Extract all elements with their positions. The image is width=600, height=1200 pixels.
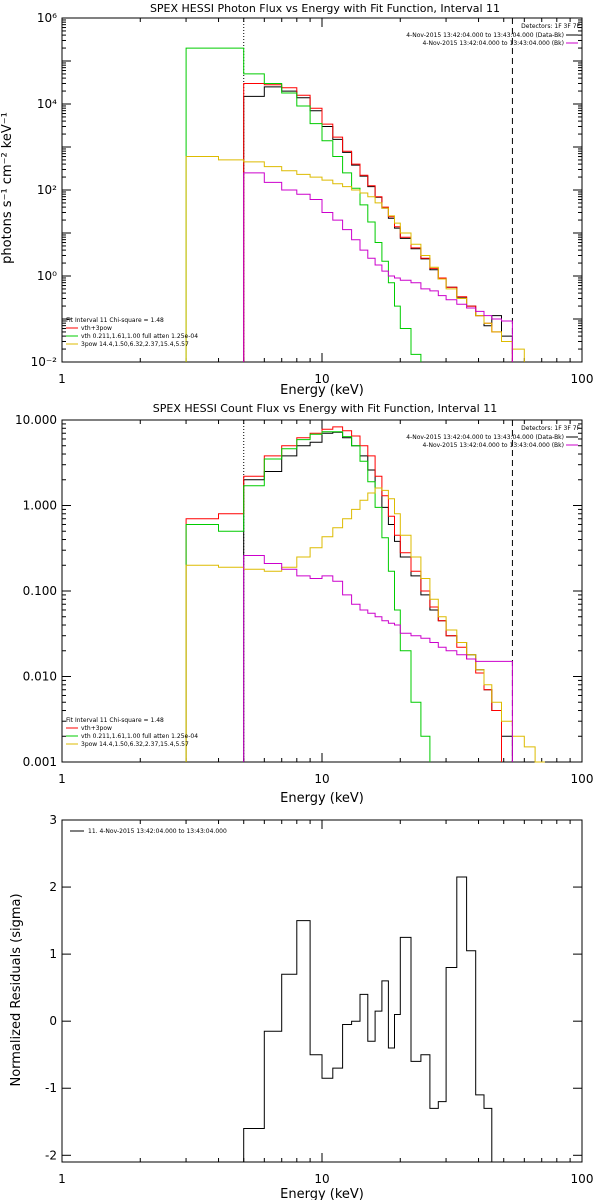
resid-x-tick-label: 100 bbox=[571, 1172, 594, 1186]
photon-y-tick-label: 10⁴ bbox=[37, 97, 57, 111]
resid-y-tick-label: 3 bbox=[49, 813, 57, 827]
resid-plot-frame bbox=[61, 819, 583, 1163]
count-plot-frame bbox=[61, 419, 583, 763]
photon-x-axis-label: Energy (keV) bbox=[280, 383, 364, 398]
photon-legend-left-entry: Fit Interval 11 Chi-square = 1.48 bbox=[66, 317, 164, 324]
photon-series-3pow bbox=[185, 156, 525, 362]
count-plot-area: 1 10 100 0.001 0.010 0.100 1.000 10.000 Detector… bbox=[15, 413, 593, 786]
photon-x-tick-label: 100 bbox=[571, 372, 594, 386]
resid-y-tick-label: 0 bbox=[49, 1014, 57, 1028]
count-y-tick-label: 0.001 bbox=[23, 755, 57, 769]
photon-y-tick-label: 10⁰ bbox=[37, 269, 57, 283]
resid-series-residuals bbox=[243, 876, 493, 1162]
resid-x-axis-label: Energy (keV) bbox=[280, 1187, 364, 1200]
resid-y-tick-label: 2 bbox=[49, 880, 57, 894]
photon-plot-frame bbox=[61, 17, 583, 363]
count-legend-right-entry: 4-Nov-2015 13:42:04.000 to 13:43:04.000 … bbox=[422, 442, 564, 449]
count-series-data-bk bbox=[243, 431, 513, 762]
photon-y-axis-label: photons s⁻¹ cm⁻² keV⁻¹ bbox=[0, 112, 15, 264]
photon-plot-area: 1 10 100 10⁻² 10⁰ 10² 10⁴ 10⁶ Detectors: 1F 3F 7… bbox=[31, 11, 594, 386]
photon-legend-left-entry: vth+3pow bbox=[81, 325, 112, 332]
resid-x-tick-label: 10 bbox=[314, 1172, 329, 1186]
resid-y-tick-label: 1 bbox=[49, 947, 57, 961]
count-flux-panel: SPEX HESSI Count Flux vs Energy with Fit… bbox=[15, 402, 593, 806]
photon-series-vth-3pow bbox=[243, 83, 513, 362]
count-y-tick-label: 0.100 bbox=[23, 584, 57, 598]
count-series-3pow bbox=[185, 487, 545, 763]
count-legend-right-entry: 4-Nov-2015 13:42:04.000 to 13:43:04.000 … bbox=[406, 434, 564, 441]
photon-series-bk bbox=[243, 172, 513, 362]
photon-legend-right-entry: 4-Nov-2015 13:42:04.000 to 13:43:04.000 … bbox=[406, 32, 564, 39]
residuals-panel: Energy (keV) Normalized Residuals (sigma… bbox=[9, 813, 593, 1200]
resid-plot-area: 1 10 100 -2 -1 0 1 2 3 11. 4-Nov-2015 13:42:04.00… bbox=[45, 813, 593, 1186]
photon-legend-left-entry: vth 0.211,1.61,1.00 full atten 1.25e-04 bbox=[81, 333, 198, 340]
photon-y-tick-label: 10⁻² bbox=[31, 355, 58, 369]
count-series-vth-3pow bbox=[185, 426, 502, 762]
count-legend-left-entry: Fit Interval 11 Chi-square = 1.48 bbox=[66, 717, 164, 724]
count-legend-left-entry: 3pow 14.4,1.50,6.32,2.37,15.4,5.57 bbox=[81, 741, 189, 748]
count-y-tick-label: 10.000 bbox=[15, 413, 57, 427]
photon-chart-title: SPEX HESSI Photon Flux vs Energy with Fi… bbox=[150, 2, 500, 15]
photon-x-tick-label: 1 bbox=[58, 372, 66, 386]
count-series-bk bbox=[243, 555, 513, 762]
resid-y-tick-label: -2 bbox=[45, 1148, 57, 1162]
count-legend-left-entry: vth+3pow bbox=[81, 725, 112, 732]
photon-legend-left-entry: 3pow 14.4,1.50,6.32,2.37,15.4,5.57 bbox=[81, 341, 189, 348]
photon-flux-panel: SPEX HESSI Photon Flux vs Energy with Fi… bbox=[0, 2, 593, 398]
photon-y-tick-label: 10² bbox=[37, 183, 57, 197]
resid-y-tick-label: -1 bbox=[45, 1081, 57, 1095]
photon-series-vth bbox=[185, 47, 422, 362]
resid-legend-top-entry: 11. 4-Nov-2015 13:42:04.000 to 13:43:04.… bbox=[88, 828, 227, 835]
count-x-tick-label: 1 bbox=[58, 772, 66, 786]
count-chart-title: SPEX HESSI Count Flux vs Energy with Fit… bbox=[153, 402, 497, 415]
photon-series-data-bk bbox=[243, 86, 513, 362]
photon-detectors-label: Detectors: 1F 3F 7F bbox=[521, 23, 580, 30]
resid-y-axis-label: Normalized Residuals (sigma) bbox=[9, 893, 24, 1086]
count-y-tick-label: 1.000 bbox=[23, 499, 57, 513]
count-x-tick-label: 10 bbox=[314, 772, 329, 786]
photon-y-tick-label: 10⁶ bbox=[37, 11, 57, 25]
count-y-tick-label: 0.010 bbox=[23, 670, 57, 684]
photon-legend-right-entry: 4-Nov-2015 13:42:04.000 to 13:43:04.000 … bbox=[422, 40, 564, 47]
count-detectors-label: Detectors: 1F 3F 7F bbox=[521, 425, 580, 432]
count-x-axis-label: Energy (keV) bbox=[280, 791, 364, 806]
count-legend-left-entry: vth 0.211,1.61,1.00 full atten 1.25e-04 bbox=[81, 733, 198, 740]
resid-x-tick-label: 1 bbox=[58, 1172, 66, 1186]
count-series-vth bbox=[185, 431, 431, 762]
photon-x-tick-label: 10 bbox=[314, 372, 329, 386]
count-x-tick-label: 100 bbox=[571, 772, 594, 786]
